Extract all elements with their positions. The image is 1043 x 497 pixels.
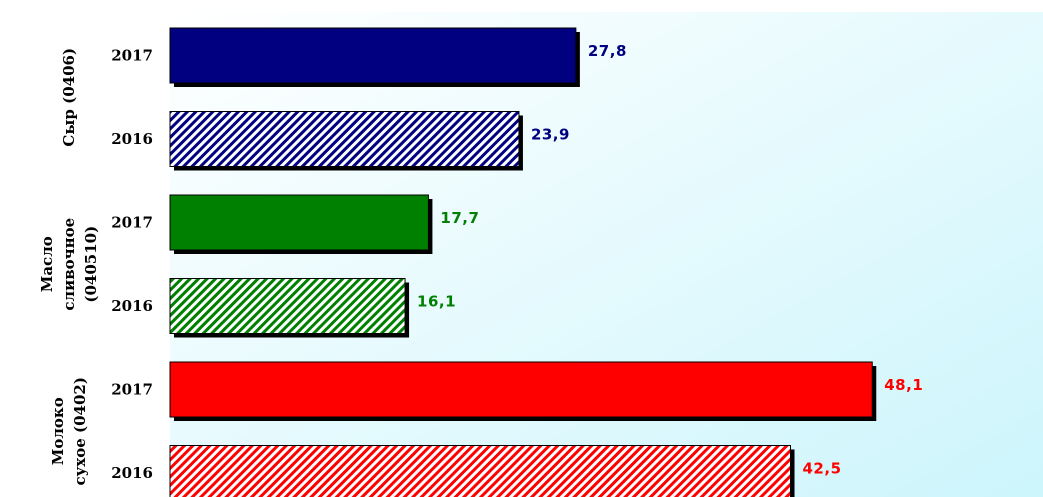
category-label-line: Молоко [49,397,67,465]
year-tick-label: 2016 [111,297,153,315]
data-label: 23,9 [531,126,570,144]
category-label: Масло сливочное (040510) [38,218,100,311]
data-label: 27,8 [588,42,627,60]
bar-2016 [169,445,791,497]
bar-2017 [169,194,429,251]
year-tick-label: 2017 [111,214,153,232]
category-label-line: сливочное [60,218,78,311]
data-label: 48,1 [884,376,923,394]
year-tick-label: 2016 [111,130,153,148]
category-label-line: Сыр (0406) [60,48,78,147]
year-tick-label: 2016 [111,464,153,482]
year-tick-label: 2017 [111,381,153,399]
bar-2016 [169,111,520,167]
bar-2017 [169,361,873,418]
data-label: 16,1 [417,293,456,311]
category-label: Молоко сухое (0402) [49,377,89,485]
category-label-line: Масло [38,236,56,292]
data-label: 42,5 [803,460,842,478]
bar-2017 [169,27,577,84]
bars-layer [169,27,877,497]
category-label-line: сухое (0402) [71,377,89,485]
category-label: Сыр (0406) [60,48,78,147]
bar-2016 [169,278,406,334]
labels-layer: 27,8 2017 23,9 2016 Сыр (0406) 17,7 2017 16,1 20… [38,42,923,485]
year-tick-label: 2017 [111,47,153,65]
category-label-line: (040510) [82,226,100,303]
data-label: 17,7 [440,209,479,227]
